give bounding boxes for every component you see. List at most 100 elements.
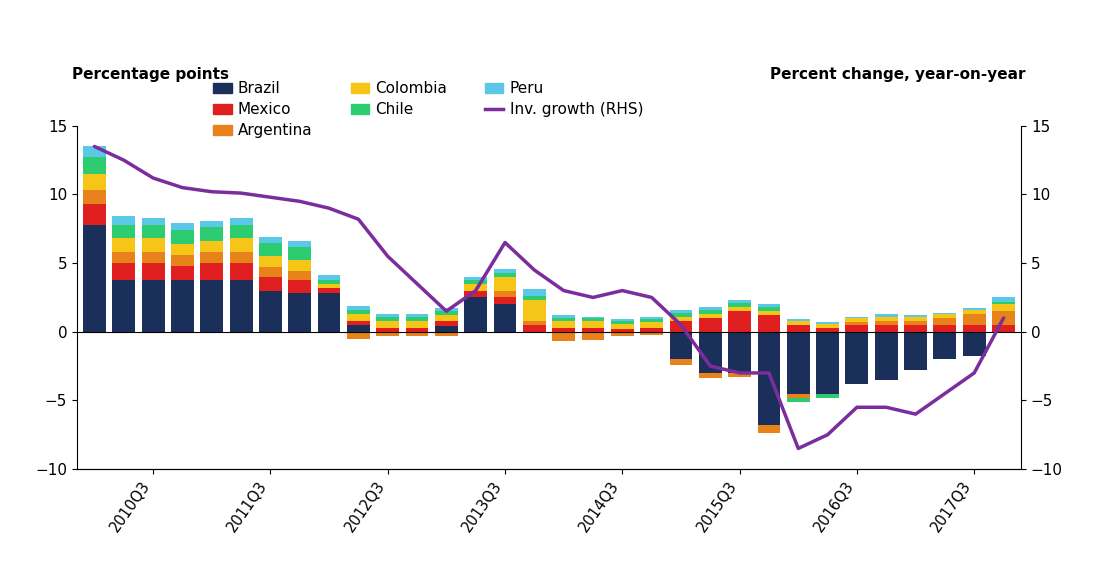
Bar: [728, 300, 751, 303]
Bar: [464, 297, 488, 332]
Bar: [698, 318, 721, 332]
Bar: [259, 256, 282, 267]
Bar: [142, 252, 165, 263]
Text: Percentage points: Percentage points: [72, 67, 229, 82]
Bar: [993, 311, 1015, 325]
Bar: [289, 271, 311, 280]
Bar: [523, 325, 546, 332]
Bar: [582, 318, 604, 321]
Bar: [816, 324, 839, 328]
Bar: [377, 314, 400, 317]
Bar: [435, 321, 458, 326]
Bar: [552, 321, 575, 328]
Bar: [142, 263, 165, 280]
Bar: [787, 321, 809, 325]
Bar: [963, 308, 986, 310]
Bar: [845, 317, 869, 318]
Bar: [933, 325, 956, 332]
Bar: [494, 291, 516, 297]
Bar: [347, 332, 370, 339]
Bar: [670, 317, 693, 321]
Bar: [405, 328, 428, 332]
Bar: [640, 332, 663, 335]
Bar: [289, 280, 311, 293]
Bar: [523, 296, 546, 300]
Bar: [200, 228, 223, 241]
Bar: [112, 252, 135, 263]
Bar: [142, 239, 165, 252]
Bar: [582, 317, 604, 318]
Bar: [289, 293, 311, 332]
Bar: [787, 319, 809, 321]
Bar: [317, 284, 340, 288]
Bar: [259, 277, 282, 291]
Bar: [993, 301, 1015, 304]
Bar: [317, 280, 340, 284]
Bar: [698, 373, 721, 379]
Bar: [83, 174, 105, 190]
Bar: [289, 247, 311, 260]
Bar: [83, 225, 105, 332]
Bar: [317, 276, 340, 280]
Bar: [610, 324, 634, 329]
Bar: [494, 273, 516, 277]
Bar: [875, 321, 898, 325]
Bar: [83, 190, 105, 204]
Bar: [933, 314, 956, 318]
Bar: [816, 328, 839, 332]
Bar: [816, 332, 839, 394]
Bar: [758, 425, 781, 434]
Bar: [229, 280, 253, 332]
Bar: [112, 263, 135, 280]
Bar: [405, 321, 428, 328]
Bar: [171, 280, 194, 332]
Bar: [112, 280, 135, 332]
Bar: [610, 321, 634, 324]
Bar: [582, 328, 604, 332]
Bar: [816, 322, 839, 324]
Bar: [816, 394, 839, 398]
Bar: [200, 263, 223, 280]
Bar: [405, 332, 428, 336]
Bar: [347, 305, 370, 310]
Bar: [875, 332, 898, 380]
Bar: [229, 263, 253, 280]
Bar: [933, 318, 956, 325]
Bar: [728, 332, 751, 373]
Bar: [993, 304, 1015, 311]
Bar: [464, 277, 488, 280]
Bar: [200, 221, 223, 228]
Bar: [875, 325, 898, 332]
Bar: [787, 398, 809, 402]
Bar: [582, 321, 604, 328]
Bar: [904, 317, 927, 321]
Bar: [435, 308, 458, 311]
Bar: [728, 303, 751, 307]
Bar: [112, 239, 135, 252]
Legend: Brazil, Mexico, Argentina, Colombia, Chile, Peru, Inv. growth (RHS): Brazil, Mexico, Argentina, Colombia, Chi…: [208, 75, 649, 145]
Bar: [787, 325, 809, 332]
Bar: [200, 280, 223, 332]
Bar: [670, 359, 693, 365]
Bar: [142, 218, 165, 225]
Bar: [200, 252, 223, 263]
Bar: [610, 329, 634, 332]
Bar: [289, 241, 311, 247]
Bar: [698, 332, 721, 373]
Text: Percent change, year-on-year: Percent change, year-on-year: [771, 67, 1026, 82]
Bar: [640, 322, 663, 328]
Bar: [377, 332, 400, 336]
Bar: [904, 332, 927, 370]
Bar: [317, 288, 340, 293]
Bar: [552, 328, 575, 332]
Bar: [758, 332, 781, 425]
Bar: [875, 314, 898, 317]
Bar: [610, 319, 634, 321]
Bar: [229, 252, 253, 263]
Bar: [552, 332, 575, 341]
Bar: [904, 321, 927, 325]
Bar: [171, 266, 194, 280]
Bar: [494, 277, 516, 291]
Bar: [758, 311, 781, 315]
Bar: [993, 297, 1015, 301]
